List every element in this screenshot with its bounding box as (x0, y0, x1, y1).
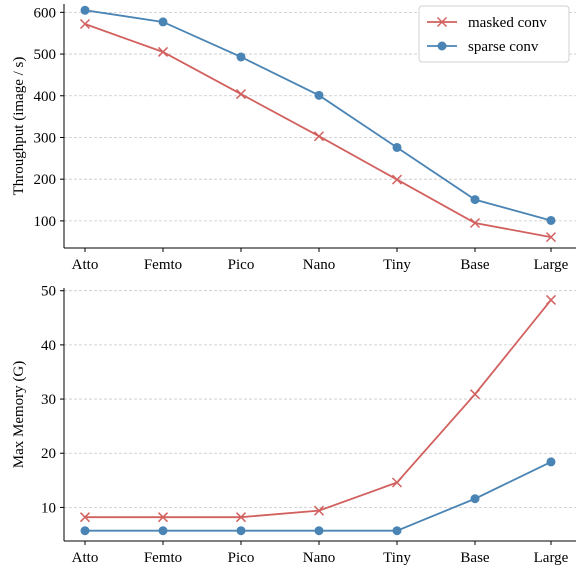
y-tick-label: 200 (34, 172, 57, 188)
data-point-circle-marker (80, 5, 90, 15)
y-axis-label: Throughput (image / s) (11, 57, 27, 196)
legend-label: sparse conv (468, 39, 539, 55)
data-point-circle-marker (314, 90, 324, 100)
data-point-circle-marker (158, 526, 168, 536)
y-tick-label: 10 (41, 500, 56, 516)
data-point-x-marker (235, 89, 247, 100)
y-tick-label: 600 (34, 5, 57, 21)
series-line-sparse-conv (85, 461, 552, 532)
data-point-circle-marker (470, 195, 480, 205)
y-axis-label: Max Memory (G) (11, 361, 27, 468)
data-point-x-marker (545, 294, 557, 305)
x-tick-label: Femto (144, 550, 182, 565)
data-point-circle-marker (236, 526, 246, 536)
legend-circle-marker (437, 41, 447, 51)
data-point-x-marker (469, 217, 481, 229)
data-point-x-marker (79, 512, 91, 523)
x-tick-label: Nano (303, 257, 336, 273)
data-point-circle-marker (470, 494, 480, 504)
x-tick-label: Atto (72, 550, 99, 565)
data-point-x-marker (235, 512, 247, 523)
legend-x-marker (436, 16, 448, 28)
y-tick-label: 20 (41, 446, 56, 462)
y-tick-label: 30 (41, 392, 56, 408)
x-tick-label: Tiny (383, 550, 411, 565)
data-point-circle-marker (158, 17, 168, 27)
x-tick-label: Base (460, 257, 490, 273)
x-tick-label: Tiny (383, 257, 411, 273)
data-point-circle-marker (236, 52, 246, 62)
x-tick-label: Atto (72, 257, 99, 273)
data-point-x-marker (391, 477, 403, 488)
x-tick-label: Base (460, 550, 490, 565)
data-point-circle-marker (546, 215, 556, 225)
y-tick-label: 40 (41, 338, 56, 354)
legend: masked conv sparse conv (418, 5, 570, 63)
data-point-x-marker (157, 46, 169, 57)
data-point-x-marker (313, 505, 325, 516)
x-tick-label: Pico (228, 550, 255, 565)
series-line-masked-conv (85, 299, 552, 519)
data-point-circle-marker (392, 142, 402, 152)
y-tick-label: 50 (41, 284, 56, 300)
x-tick-label: Pico (228, 257, 255, 273)
data-point-circle-marker (392, 526, 402, 536)
data-point-x-marker (545, 232, 557, 243)
memory-panel: 10 20 30 40 50 Atto Femto Pico Nano Tiny Base Large… (11, 284, 576, 565)
legend-box (418, 5, 570, 63)
data-point-x-marker (157, 512, 169, 523)
y-tick-label: 300 (34, 130, 57, 146)
data-point-x-marker (313, 131, 325, 142)
y-tick-label: 400 (34, 89, 57, 105)
data-point-x-marker (391, 174, 403, 185)
x-tick-label: Large (534, 550, 569, 565)
x-tick-label: Femto (144, 257, 182, 273)
data-point-circle-marker (80, 526, 90, 536)
x-tick-label: Nano (303, 550, 336, 565)
y-tick-label: 100 (34, 214, 57, 230)
data-point-x-marker (469, 389, 481, 400)
data-point-circle-marker (546, 457, 556, 467)
legend-label: masked conv (468, 15, 547, 31)
y-tick-label: 500 (34, 47, 57, 63)
data-point-x-marker (79, 18, 91, 30)
data-point-circle-marker (314, 526, 324, 536)
throughput-panel: 100 200 300 400 500 600 Atto Femto Pico Nano Tiny B… (11, 4, 576, 273)
x-tick-label: Large (534, 257, 569, 273)
